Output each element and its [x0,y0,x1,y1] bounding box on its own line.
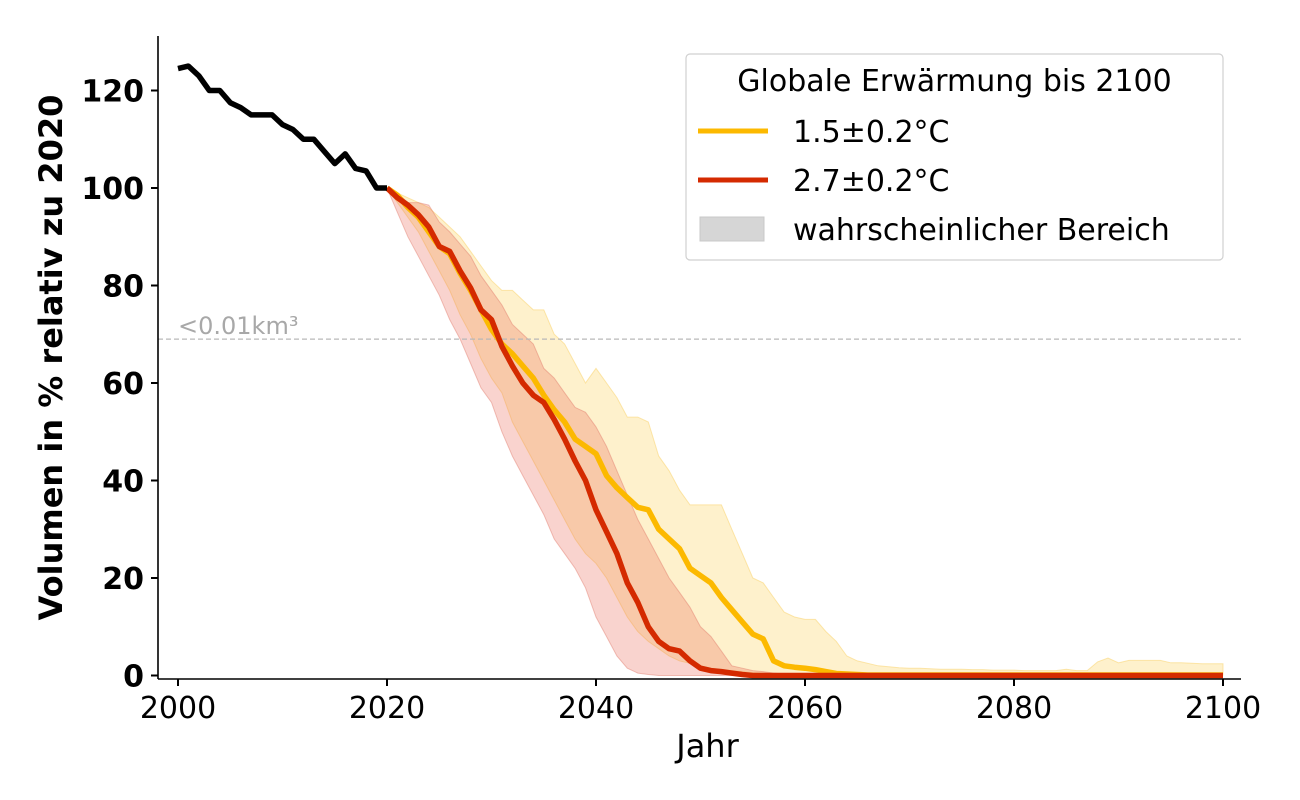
x-tick-label: 2000 [140,691,216,726]
x-tick-label: 2060 [767,691,843,726]
legend-entries: 1.5±0.2°C 2.7±0.2°C wahrscheinlicher Berei… [698,115,1170,248]
y-tick-label: 80 [102,270,144,305]
y-axis-label: Volumen in % relativ zu 2020 [32,95,70,621]
y-tick-label: 120 [81,75,144,110]
legend-entry-label: 1.5±0.2°C [793,115,950,150]
legend-frame [685,53,1224,261]
legend-title: Globale Erwärmung bis 2100 [737,64,1171,99]
x-tick-label: 2100 [1185,691,1261,726]
x-tick-label: 2020 [349,691,425,726]
y-tick-label: 100 [81,172,144,207]
x-tick-label: 2080 [976,691,1052,726]
y-tick-label: 0 [123,660,144,695]
x-ticks: 2000 2020 2040 2060 2080 2100 [140,679,1261,726]
band-1-5c [385,186,1224,676]
y-tick-label: 60 [102,367,144,402]
x-tick-label: 2040 [558,691,634,726]
x-axis-label: Jahr [674,727,739,765]
threshold-label: <0.01km³ [178,312,298,340]
y-ticks: 0 20 40 60 80 100 120 [81,75,158,695]
likely-range-bands [385,186,1224,676]
legend-entry-label: 2.7±0.2°C [793,164,950,199]
line-historical [177,63,387,191]
band-2-7c [386,186,1223,676]
legend-entry-label: wahrscheinlicher Bereich [793,213,1170,248]
legend-swatch [699,216,765,242]
legend: Globale Erwärmung bis 2100 1.5±0.2°C 2.7±… [685,53,1224,261]
y-tick-label: 40 [102,465,144,500]
series-lines [177,63,1223,679]
threshold-annotation: <0.01km³ [158,312,1241,340]
y-tick-label: 20 [102,562,144,597]
axes [157,36,1241,680]
line-2-7c [385,185,1223,679]
